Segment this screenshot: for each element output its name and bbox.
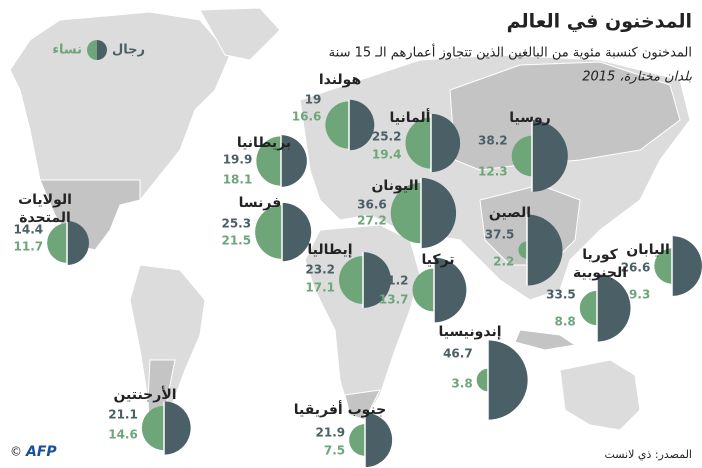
women-value: 8.8 [555,315,576,329]
country-label: بريطانيا [237,135,291,151]
men-value: 38.2 [478,134,508,148]
legend-label: نساء [52,43,82,58]
indonesia [514,329,577,351]
women-half [654,248,672,284]
russia [449,61,681,171]
men-half [363,252,391,308]
country-label: روسيا [509,110,551,126]
women-half [579,290,597,326]
men-value: 25.2 [372,130,402,144]
women-value: 7.5 [324,444,345,458]
men-half [282,202,312,262]
country-label: تركيا [421,252,454,268]
note: بلدان مختارة، 2015 [582,70,692,85]
men-half [164,401,191,455]
women-value: 17.1 [305,281,335,295]
men-value: 23.2 [305,263,335,277]
men-half [672,236,702,296]
women-half [255,205,282,259]
country-label: كوريا الجنوبية [573,247,627,281]
women-value: 12.3 [478,165,508,179]
men-value: 31.2 [379,274,409,288]
men-value: 25.3 [221,217,251,231]
men-value: 37.5 [485,228,515,242]
country-label: الصين [489,205,531,221]
men-value: 19 [305,93,322,107]
women-half [47,223,67,263]
legend-swatch [87,40,97,60]
greenland [199,7,281,61]
men-value: 33.5 [546,288,576,302]
women-half [476,368,488,392]
chart-title: المدخنون في العالم [507,11,692,33]
women-half [518,241,527,259]
country-label: فرنسا [239,195,282,211]
men-value: 36.6 [357,198,387,212]
africa [304,224,421,421]
legend-label: رجال [112,43,145,58]
women-value: 11.7 [14,240,44,254]
women-value: 13.7 [379,293,409,307]
women-half [390,182,421,244]
men-half [67,220,90,266]
women-half [412,268,434,312]
women-value: 16.6 [292,110,322,124]
men-value: 26.6 [621,261,651,275]
country-label: جنوب أفريقيا [294,400,387,418]
women-value: 2.2 [493,255,514,269]
men-half [431,113,461,173]
men-half [527,214,563,286]
credit: AFP [25,444,57,460]
australia [559,359,641,431]
women-half [349,424,365,456]
men-value: 14.4 [14,223,44,237]
women-half [325,101,349,149]
country-label: هولندا [319,72,361,88]
country-label: اليابان [626,242,670,258]
men-value: 46.7 [443,347,473,361]
women-value: 19.4 [372,148,402,162]
women-value: 3.8 [451,377,472,391]
country-label: اليونان [371,178,418,194]
country-label: ألمانيا [390,108,431,126]
subtitle: المدخنون كنسبة مئوية من البالغين الذين ت… [329,44,692,61]
women-half [256,136,281,186]
women-value: 14.6 [108,428,138,442]
country-label: إندونيسيا [438,324,501,340]
men-value: 21.9 [316,426,346,440]
women-half [511,135,532,177]
men-half [421,177,457,249]
women-value: 27.2 [357,214,387,228]
women-value: 9.3 [629,288,650,302]
country-label: الأرجنتين [113,386,176,403]
women-half [141,405,164,451]
men-half [281,135,307,187]
country-label: إيطاليا [307,242,352,258]
men-half [488,340,528,420]
women-half [405,117,431,169]
men-half [434,257,467,323]
source: المصدر: ذي لانست [604,448,692,461]
men-half [365,412,393,468]
men-value: 21.1 [108,408,138,422]
men-half [532,120,568,192]
women-value: 21.5 [221,234,251,248]
women-half [339,256,363,304]
men-half [597,274,631,342]
copyright: © [10,445,22,459]
legend-swatch [97,40,107,60]
country-label: الولايات المتحدة [18,192,72,226]
women-value: 18.1 [223,173,253,187]
men-half [349,99,375,151]
men-value: 19.9 [223,153,253,167]
